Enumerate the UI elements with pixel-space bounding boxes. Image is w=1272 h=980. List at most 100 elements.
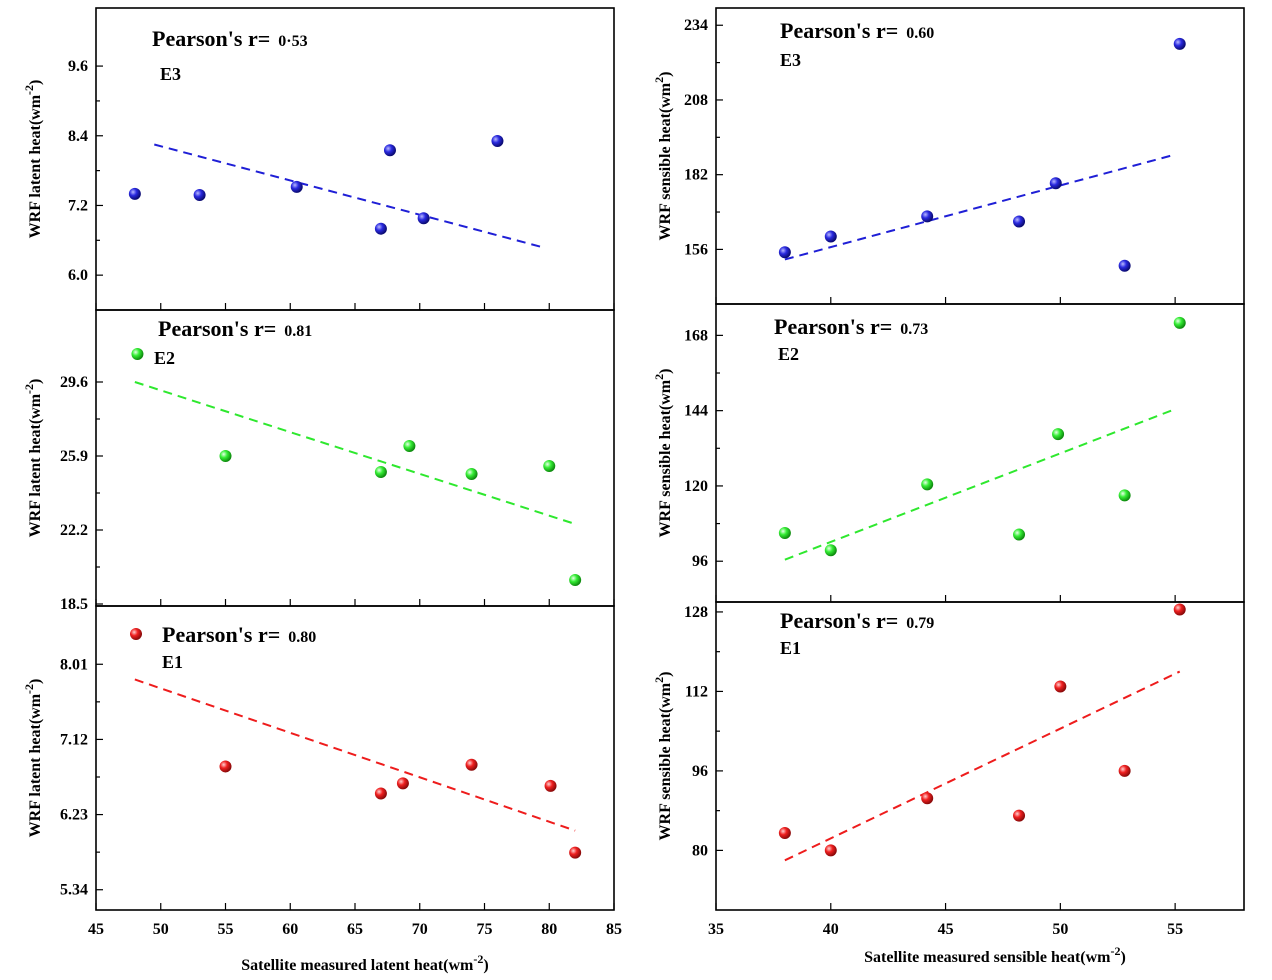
panel-latent-E2: 18.5 22.2 25.9 29.6 WRF latent heat(wm-2) Pea… xyxy=(22,309,615,613)
y-axis-label: WRF latent heat(wm-2) xyxy=(22,679,44,838)
data-point xyxy=(1173,603,1186,616)
data-point xyxy=(921,792,934,805)
pearson-label: Pearson's r= 0.79 xyxy=(780,608,934,633)
data-point xyxy=(403,440,416,452)
data-point xyxy=(374,222,387,235)
x-tick-label: 70 xyxy=(412,921,428,938)
x-tick-label: 55 xyxy=(218,921,234,938)
y-axis-label: WRF latent heat(wm-2) xyxy=(22,379,44,538)
data-point xyxy=(1173,316,1186,329)
x-tick-label: 40 xyxy=(823,921,839,938)
y-tick-label: 7.12 xyxy=(60,731,88,748)
data-point xyxy=(1118,259,1131,272)
x-tick-label: 45 xyxy=(88,921,104,938)
data-point xyxy=(128,187,141,200)
y-tick-label: 9.6 xyxy=(68,58,88,75)
left-x-axis-label: Satellite measured latent heat(wm-2) xyxy=(241,952,488,974)
data-point xyxy=(1118,764,1131,777)
data-point xyxy=(465,468,478,480)
y-tick-label: 128 xyxy=(684,604,708,621)
y-tick-label: 6.23 xyxy=(60,807,88,824)
x-tick-label: 45 xyxy=(938,921,954,938)
y-tick-label: 182 xyxy=(684,167,708,184)
y-tick-label: 8.4 xyxy=(68,128,88,145)
panel-sensible-E1: 80 96 112 128 35 40 45 50 55 WRF sensible heat(wm… xyxy=(652,601,1245,938)
pearson-label: Pearson's r= 0.81 xyxy=(158,316,312,341)
data-point xyxy=(1118,489,1131,502)
data-point xyxy=(824,230,837,243)
x-tick-label: 50 xyxy=(153,921,169,938)
x-tick-label: 50 xyxy=(1052,921,1068,938)
y-tick-label: 168 xyxy=(684,327,708,344)
data-point xyxy=(219,760,232,773)
y-tick-label: 7.2 xyxy=(68,197,88,214)
data-point xyxy=(921,210,934,223)
panel-latent-E3: 6.0 7.2 8.4 9.6 WRF latent heat(wm-2) Pearson… xyxy=(22,7,615,311)
y-axis-label: WRF sensible heat(wm2) xyxy=(652,672,674,841)
data-point xyxy=(374,466,387,478)
x-tick-label: 60 xyxy=(282,921,298,938)
x-tick-label: 80 xyxy=(541,921,557,938)
data-point xyxy=(374,787,387,800)
y-tick-label: 29.6 xyxy=(60,374,88,391)
y-tick-label: 112 xyxy=(685,683,708,700)
data-point xyxy=(1049,177,1062,190)
y-tick-label: 80 xyxy=(692,842,708,859)
experiment-label: E1 xyxy=(780,638,801,658)
x-tick-label: 55 xyxy=(1167,921,1183,938)
data-point xyxy=(824,544,837,557)
y-tick-label: 8.01 xyxy=(60,656,88,673)
experiment-label: E1 xyxy=(162,652,183,672)
data-point xyxy=(543,460,556,472)
data-point xyxy=(383,144,396,157)
y-tick-label: 6.0 xyxy=(68,267,88,284)
data-point xyxy=(131,348,144,360)
trend-line xyxy=(154,143,544,249)
y-tick-label: 234 xyxy=(684,17,708,34)
trend-line xyxy=(784,153,1176,261)
data-point xyxy=(465,758,478,771)
y-tick-label: 25.9 xyxy=(60,448,88,465)
data-point xyxy=(569,846,582,859)
right-x-axis-label: Satellite measured sensible heat(wm-2) xyxy=(864,944,1126,966)
data-point xyxy=(569,574,582,586)
data-point xyxy=(1013,809,1026,822)
pearson-label: Pearson's r= 0·53 xyxy=(152,26,308,51)
data-point xyxy=(1173,37,1186,50)
y-axis-label: WRF sensible heat(wm2) xyxy=(652,72,674,241)
pearson-label: Pearson's r= 0.80 xyxy=(162,622,316,647)
plot-frame xyxy=(95,7,615,311)
data-point xyxy=(1054,680,1067,693)
legend-marker xyxy=(130,628,142,640)
data-point xyxy=(491,134,504,147)
trend-line xyxy=(134,678,576,832)
plot-frame xyxy=(715,601,1245,911)
data-point xyxy=(544,779,557,792)
y-axis-label: WRF sensible heat(wm2) xyxy=(652,369,674,538)
panel-sensible-E2: 96 120 144 168 WRF sensible heat(wm2) Pearson… xyxy=(652,303,1245,603)
y-tick-label: 96 xyxy=(692,763,708,780)
y-tick-label: 5.34 xyxy=(60,882,88,899)
panel-latent-E1: 5.34 6.23 7.12 8.01 45 50 55 60 65 70 75 80 85 WRF la… xyxy=(22,605,622,938)
pearson-label: Pearson's r= 0.73 xyxy=(774,314,928,339)
y-tick-label: 144 xyxy=(684,403,708,420)
y-tick-label: 156 xyxy=(684,241,708,258)
data-point xyxy=(778,827,791,839)
experiment-label: E2 xyxy=(778,344,799,364)
data-point xyxy=(396,777,409,790)
data-point xyxy=(290,180,303,193)
x-tick-label: 75 xyxy=(477,921,493,938)
data-point xyxy=(193,189,206,202)
data-point xyxy=(1013,215,1026,228)
y-tick-label: 120 xyxy=(684,478,708,495)
y-tick-label: 96 xyxy=(692,553,708,570)
x-tick-label: 65 xyxy=(347,921,363,938)
data-point xyxy=(1013,528,1026,541)
data-point xyxy=(417,212,430,225)
trend-line xyxy=(134,381,576,525)
data-point xyxy=(824,844,837,857)
data-point xyxy=(921,478,934,491)
trend-line xyxy=(784,670,1181,862)
y-tick-label: 22.2 xyxy=(60,522,88,539)
